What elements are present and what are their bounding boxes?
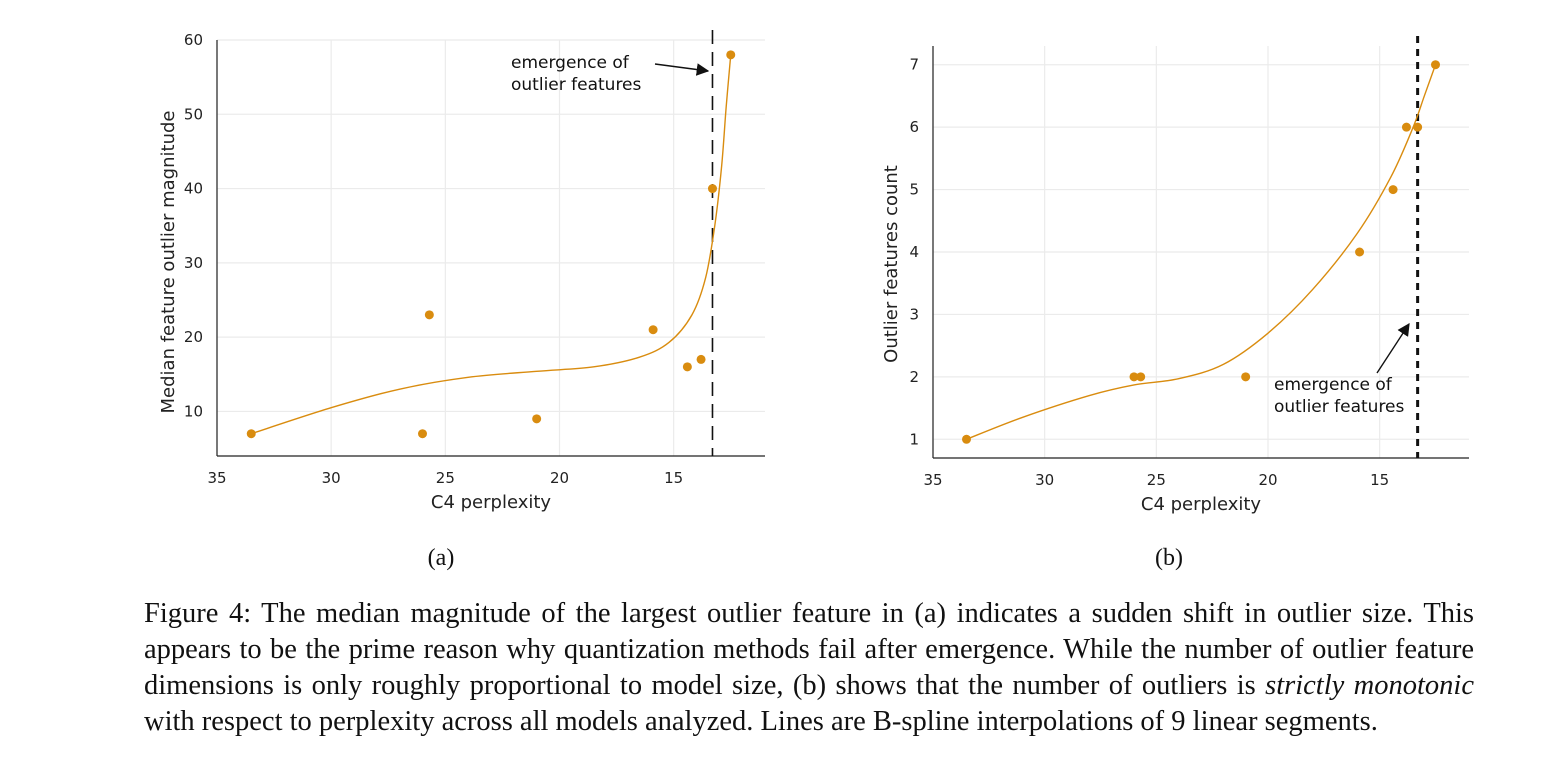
panel-a-points: [246, 50, 736, 439]
x-tick-label: 20: [550, 469, 569, 487]
panel-b-points: [962, 60, 1440, 444]
y-tick-label: 1: [909, 430, 919, 448]
x-tick-label: 35: [923, 471, 942, 489]
panel-b-tick-labels: 35 30 25 20 15 1 2 3 4 5 6 7: [909, 56, 1389, 489]
panel-a-annotation-arrow: [654, 63, 710, 76]
x-tick-label: 30: [322, 469, 341, 487]
caption-text-part2: with respect to perplexity across all mo…: [144, 706, 1378, 737]
figure-caption: Figure 4: The median magnitude of the la…: [144, 596, 1474, 740]
panel-b-label: (b): [1155, 545, 1183, 571]
panel-a-annotation-line1: emergence of: [511, 53, 630, 73]
data-point: [1388, 185, 1398, 195]
y-tick-label: 4: [909, 243, 919, 261]
panel-b-annotation-line1: emergence of: [1274, 375, 1393, 395]
panel-a-ylabel: Median feature outlier magnitude: [158, 111, 179, 414]
y-tick-label: 20: [184, 328, 203, 346]
panel-a-axes: [216, 40, 765, 457]
data-point: [707, 184, 717, 194]
panel-b-xlabel: C4 perplexity: [1141, 494, 1262, 515]
y-tick-label: 50: [184, 105, 203, 123]
panel-b-ylabel: Outlier features count: [881, 165, 902, 363]
y-tick-label: 3: [909, 305, 919, 323]
panel-a-grid: [216, 39, 765, 456]
panel-a-tick-labels: 35 30 25 20 15 10 20 30 40 50 60: [184, 31, 683, 487]
x-tick-label: 35: [207, 469, 226, 487]
data-point: [682, 362, 692, 372]
y-tick-label: 5: [909, 181, 919, 199]
y-tick-label: 60: [184, 31, 203, 49]
data-point: [1355, 247, 1365, 257]
x-tick-label: 25: [436, 469, 455, 487]
panel-b-chart: 35 30 25 20 15 1 2 3 4 5 6 7 C4 perplexity Outlier …: [881, 36, 1469, 571]
panel-b-axes: [932, 46, 1469, 459]
data-point: [726, 50, 736, 60]
panel-a-annotation-line2: outlier features: [511, 75, 642, 95]
x-tick-label: 15: [664, 469, 683, 487]
caption-text-part1: Figure 4: The median magnitude of the la…: [144, 598, 1474, 701]
y-tick-label: 10: [184, 402, 203, 420]
y-tick-label: 2: [909, 368, 919, 386]
data-point: [418, 429, 427, 439]
data-point: [962, 434, 971, 444]
data-point: [648, 325, 658, 335]
data-point: [1413, 122, 1423, 132]
y-tick-label: 30: [184, 254, 203, 272]
panel-a-xlabel: C4 perplexity: [431, 492, 552, 513]
panel-b-annotation-line2: outlier features: [1274, 397, 1405, 417]
data-point: [246, 429, 256, 439]
data-point: [1136, 372, 1146, 382]
x-tick-label: 15: [1370, 471, 1389, 489]
panel-a-label: (a): [428, 545, 455, 571]
data-point: [532, 414, 542, 424]
panel-a-chart: 35 30 25 20 15 10 20 30 40 50 60 C4 perplexity Med…: [158, 30, 765, 571]
y-tick-label: 6: [909, 118, 919, 136]
data-point: [424, 310, 434, 320]
x-tick-label: 25: [1147, 471, 1166, 489]
data-point: [1401, 122, 1411, 132]
x-tick-label: 20: [1258, 471, 1277, 489]
y-tick-label: 40: [184, 180, 203, 198]
data-point: [1431, 60, 1440, 70]
data-point: [696, 354, 706, 364]
panel-b-annotation-arrow: [1376, 322, 1410, 374]
caption-emphasis: strictly monotonic: [1265, 670, 1474, 701]
data-point: [1241, 372, 1251, 382]
x-tick-label: 30: [1035, 471, 1054, 489]
data-point: [1129, 372, 1139, 382]
y-tick-label: 7: [909, 56, 919, 74]
panel-a-spline-line: [251, 54, 732, 435]
